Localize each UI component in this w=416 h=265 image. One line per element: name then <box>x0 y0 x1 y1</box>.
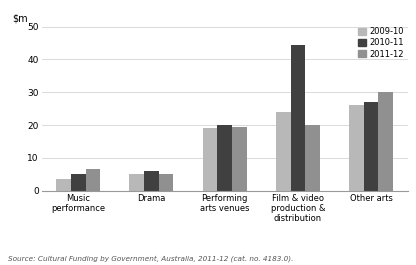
Bar <box>276 112 290 191</box>
Bar <box>349 105 364 191</box>
Bar <box>71 174 86 191</box>
Bar <box>159 174 173 191</box>
Bar <box>129 174 144 191</box>
Bar <box>56 179 71 191</box>
Bar <box>305 125 320 191</box>
Bar <box>364 102 379 191</box>
Bar <box>217 125 232 191</box>
Bar <box>232 127 247 191</box>
Bar <box>86 169 100 191</box>
Bar <box>379 92 393 191</box>
Text: Source: Cultural Funding by Government, Australia, 2011-12 (cat. no. 4183.0).: Source: Cultural Funding by Government, … <box>8 256 294 262</box>
Text: $m: $m <box>12 13 28 23</box>
Legend: 2009-10, 2010-11, 2011-12: 2009-10, 2010-11, 2011-12 <box>358 27 404 59</box>
Bar <box>203 128 217 191</box>
Bar <box>144 171 159 191</box>
Bar <box>290 45 305 191</box>
